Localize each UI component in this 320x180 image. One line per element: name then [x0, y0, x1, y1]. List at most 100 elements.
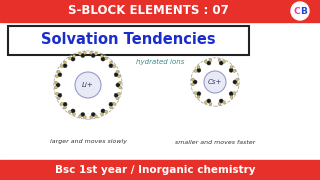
Circle shape [56, 92, 59, 95]
Circle shape [58, 73, 62, 77]
Circle shape [63, 64, 67, 68]
Circle shape [291, 2, 309, 20]
Circle shape [229, 68, 233, 72]
Circle shape [116, 83, 120, 87]
Circle shape [109, 64, 113, 68]
Circle shape [191, 78, 194, 81]
Circle shape [116, 97, 119, 100]
Circle shape [233, 69, 236, 72]
Text: Li+: Li+ [82, 82, 94, 88]
Circle shape [194, 69, 197, 72]
Circle shape [230, 66, 233, 68]
Text: Solvation Tendencies: Solvation Tendencies [41, 33, 215, 48]
Circle shape [119, 86, 122, 89]
Circle shape [110, 106, 113, 109]
Circle shape [223, 60, 226, 63]
Text: S-BLOCK ELEMENTS : 07: S-BLOCK ELEMENTS : 07 [68, 4, 228, 17]
Circle shape [57, 97, 60, 100]
Text: B: B [300, 6, 307, 15]
Circle shape [109, 102, 113, 106]
Circle shape [236, 83, 239, 86]
Circle shape [207, 99, 211, 103]
Circle shape [197, 92, 201, 96]
Circle shape [207, 61, 211, 65]
Circle shape [60, 102, 63, 105]
Circle shape [219, 99, 223, 103]
Circle shape [94, 52, 97, 55]
Circle shape [75, 72, 101, 98]
Circle shape [113, 65, 116, 68]
Circle shape [233, 92, 236, 94]
Text: Cs+: Cs+ [208, 79, 222, 85]
Circle shape [204, 101, 207, 104]
Circle shape [71, 109, 75, 113]
Circle shape [84, 116, 86, 118]
Circle shape [117, 75, 120, 78]
Circle shape [68, 57, 71, 60]
Circle shape [230, 96, 233, 98]
Circle shape [73, 113, 76, 116]
FancyBboxPatch shape [7, 26, 249, 55]
Circle shape [63, 102, 67, 106]
Text: hydrated ions: hydrated ions [136, 59, 184, 65]
Bar [0, 160, 320, 180]
Bar [0, 0, 320, 22]
Circle shape [229, 92, 233, 96]
Circle shape [73, 55, 76, 57]
Circle shape [116, 70, 119, 73]
Circle shape [110, 61, 113, 64]
Text: larger and moves slowly: larger and moves slowly [50, 140, 126, 145]
Circle shape [68, 110, 71, 113]
Circle shape [60, 65, 63, 68]
Circle shape [119, 81, 122, 84]
Circle shape [57, 70, 60, 73]
Circle shape [56, 75, 59, 78]
Circle shape [84, 51, 86, 54]
Circle shape [100, 55, 103, 57]
Circle shape [197, 66, 200, 68]
Circle shape [218, 102, 221, 105]
Circle shape [79, 52, 82, 55]
Circle shape [209, 102, 212, 105]
Circle shape [105, 110, 108, 113]
Circle shape [54, 81, 57, 84]
Circle shape [113, 102, 116, 105]
Circle shape [81, 112, 85, 117]
Circle shape [58, 93, 62, 97]
Circle shape [191, 83, 194, 86]
Circle shape [71, 57, 75, 61]
Text: C: C [294, 6, 300, 15]
Circle shape [236, 78, 239, 81]
Circle shape [79, 115, 82, 118]
Circle shape [63, 61, 66, 64]
Circle shape [114, 93, 118, 97]
Circle shape [193, 80, 197, 84]
Circle shape [90, 116, 92, 118]
Circle shape [204, 60, 207, 63]
Circle shape [63, 106, 66, 109]
Circle shape [223, 101, 226, 104]
Circle shape [81, 53, 85, 58]
Circle shape [219, 61, 223, 65]
Circle shape [197, 96, 200, 98]
Circle shape [209, 59, 212, 62]
Circle shape [204, 71, 226, 93]
Circle shape [94, 115, 97, 118]
Text: smaller and moves faster: smaller and moves faster [175, 140, 255, 145]
Circle shape [90, 51, 92, 54]
Text: Bsc 1st year / Inorganic chemistry: Bsc 1st year / Inorganic chemistry [55, 165, 255, 175]
Circle shape [218, 59, 221, 62]
Circle shape [101, 57, 105, 61]
Circle shape [91, 53, 95, 58]
Circle shape [54, 86, 57, 89]
Circle shape [91, 112, 95, 117]
Circle shape [117, 92, 120, 95]
Circle shape [114, 73, 118, 77]
Circle shape [105, 57, 108, 60]
Circle shape [56, 83, 60, 87]
Circle shape [100, 113, 103, 116]
Circle shape [194, 92, 197, 94]
Circle shape [233, 80, 237, 84]
Circle shape [197, 68, 201, 72]
Circle shape [101, 109, 105, 113]
